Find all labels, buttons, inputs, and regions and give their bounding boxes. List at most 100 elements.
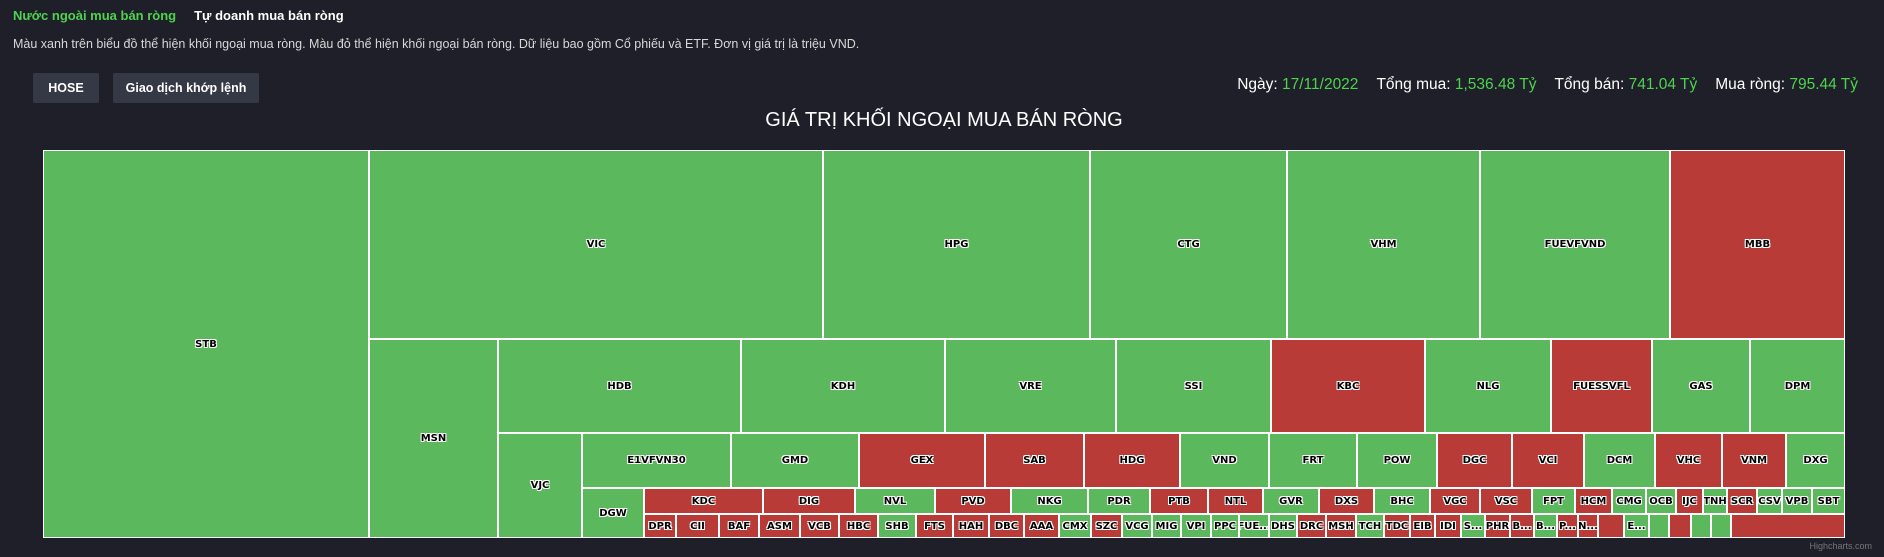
treemap-tile-gmd[interactable]: GMD xyxy=(731,433,859,488)
treemap-tile-vpb[interactable]: VPB xyxy=(1782,488,1812,514)
treemap-tile-hcm[interactable]: HCM xyxy=(1575,488,1612,514)
treemap-tile-eib[interactable]: EIB xyxy=(1410,514,1435,538)
treemap-tile-vpi[interactable]: VPI xyxy=(1181,514,1211,538)
treemap-tile-drc[interactable]: DRC xyxy=(1297,514,1326,538)
treemap-tile-pow[interactable]: POW xyxy=(1357,433,1437,488)
tab-foreign-net[interactable]: Nước ngoài mua bán ròng xyxy=(13,8,177,23)
treemap-tile-tdc[interactable]: TDC xyxy=(1384,514,1410,538)
treemap-tile-msh[interactable]: MSH xyxy=(1326,514,1356,538)
treemap-tile-kdh[interactable]: KDH xyxy=(741,339,945,433)
treemap-tile-small[interactable] xyxy=(1691,514,1711,538)
treemap-tile-fuevfvnd[interactable]: FUEVFVND xyxy=(1480,150,1670,339)
treemap-tile-hdg[interactable]: HDG xyxy=(1084,433,1180,488)
treemap-tile-ijc[interactable]: IJC xyxy=(1676,488,1703,514)
treemap-tile-hdb[interactable]: HDB xyxy=(498,339,741,433)
treemap-tile-b[interactable]: B... xyxy=(1510,514,1534,538)
treemap-tile-sbt[interactable]: SBT xyxy=(1812,488,1845,514)
treemap-tile-cii[interactable]: CII xyxy=(676,514,719,538)
treemap-tile-gvr[interactable]: GVR xyxy=(1263,488,1319,514)
treemap-tile-stb[interactable]: STB xyxy=(43,150,369,538)
treemap-tile-dhs[interactable]: DHS xyxy=(1269,514,1297,538)
treemap-tile-dxs[interactable]: DXS xyxy=(1319,488,1374,514)
treemap-tile-dgc[interactable]: DGC xyxy=(1437,433,1512,488)
treemap-tile-b[interactable]: B... xyxy=(1534,514,1557,538)
treemap-tile-ssi[interactable]: SSI xyxy=(1116,339,1271,433)
treemap-tile-tch[interactable]: TCH xyxy=(1356,514,1384,538)
exchange-button[interactable]: HOSE xyxy=(33,73,99,103)
treemap-tile-msn[interactable]: MSN xyxy=(369,339,498,538)
treemap-tile-aaa[interactable]: AAA xyxy=(1024,514,1059,538)
treemap-tile-small[interactable] xyxy=(1711,514,1731,538)
treemap-tile-pdr[interactable]: PDR xyxy=(1088,488,1150,514)
treemap-tile-bhc[interactable]: BHC xyxy=(1374,488,1430,514)
treemap-tile-phr[interactable]: PHR xyxy=(1485,514,1510,538)
treemap-tile-gex[interactable]: GEX xyxy=(859,433,985,488)
treemap-tile-vgc[interactable]: VGC xyxy=(1430,488,1480,514)
treemap-tile-dxg[interactable]: DXG xyxy=(1786,433,1845,488)
treemap-tile-scr[interactable]: SCR xyxy=(1727,488,1757,514)
treemap-tile-ppc[interactable]: PPC xyxy=(1211,514,1239,538)
treemap-tile-small[interactable] xyxy=(1598,514,1624,538)
treemap-tile-fts[interactable]: FTS xyxy=(916,514,953,538)
treemap-tile-vcb[interactable]: VCB xyxy=(800,514,839,538)
treemap-tile-vcg[interactable]: VCG xyxy=(1122,514,1152,538)
treemap-tile-e1vfvn30[interactable]: E1VFVN30 xyxy=(582,433,731,488)
treemap-tile-sab[interactable]: SAB xyxy=(985,433,1084,488)
treemap-tile-vnd[interactable]: VND xyxy=(1180,433,1269,488)
tab-proprietary-net[interactable]: Tự doanh mua bán ròng xyxy=(194,8,344,23)
treemap-tile-vnm[interactable]: VNM xyxy=(1722,433,1786,488)
treemap-tile-ntl[interactable]: NTL xyxy=(1208,488,1263,514)
treemap-tile-vhm[interactable]: VHM xyxy=(1287,150,1480,339)
treemap-tile-nkg[interactable]: NKG xyxy=(1011,488,1088,514)
treemap-tile-small[interactable] xyxy=(1669,514,1691,538)
treemap-tile-dpr[interactable]: DPR xyxy=(644,514,676,538)
treemap-tile-vjc[interactable]: VJC xyxy=(498,433,582,538)
treemap-tile-ocb[interactable]: OCB xyxy=(1646,488,1676,514)
treemap-tile-shb[interactable]: SHB xyxy=(878,514,916,538)
treemap-tile-pvd[interactable]: PVD xyxy=(935,488,1011,514)
treemap-tile-p[interactable]: P... xyxy=(1557,514,1578,538)
treemap-tile-gas[interactable]: GAS xyxy=(1652,339,1750,433)
treemap-tile-mbb[interactable]: MBB xyxy=(1670,150,1845,339)
treemap-tile-ctg[interactable]: CTG xyxy=(1090,150,1287,339)
treemap-tile-kdc[interactable]: KDC xyxy=(644,488,763,514)
treemap-tile-hpg[interactable]: HPG xyxy=(823,150,1090,339)
treemap-tile-dpm[interactable]: DPM xyxy=(1750,339,1845,433)
treemap-tile-s[interactable]: S... xyxy=(1461,514,1485,538)
treemap-tile-vre[interactable]: VRE xyxy=(945,339,1116,433)
treemap-tile-cmg[interactable]: CMG xyxy=(1612,488,1646,514)
treemap-tile-vsc[interactable]: VSC xyxy=(1480,488,1532,514)
treemap-tile-kbc[interactable]: KBC xyxy=(1271,339,1425,433)
treemap-tile-csv[interactable]: CSV xyxy=(1757,488,1782,514)
treemap-tile-szc[interactable]: SZC xyxy=(1091,514,1122,538)
treemap-tile-frt[interactable]: FRT xyxy=(1269,433,1357,488)
treemap-tile-idi[interactable]: IDI xyxy=(1435,514,1461,538)
treemap-tile-n[interactable]: N... xyxy=(1578,514,1598,538)
treemap-tile-fuessvfl[interactable]: FUESSVFL xyxy=(1551,339,1652,433)
treemap-tile-vic[interactable]: VIC xyxy=(369,150,823,339)
trade-type-button[interactable]: Giao dịch khớp lệnh xyxy=(113,73,259,103)
treemap-tile-dig[interactable]: DIG xyxy=(763,488,855,514)
treemap-tile-vci[interactable]: VCI xyxy=(1512,433,1584,488)
treemap-tile-hbc[interactable]: HBC xyxy=(839,514,878,538)
treemap-tile-nvl[interactable]: NVL xyxy=(855,488,935,514)
treemap-tile-dcm[interactable]: DCM xyxy=(1584,433,1655,488)
treemap-tile-asm[interactable]: ASM xyxy=(759,514,800,538)
treemap-tile-nlg[interactable]: NLG xyxy=(1425,339,1551,433)
treemap-tile-dbc[interactable]: DBC xyxy=(989,514,1024,538)
treemap-tile-ptb[interactable]: PTB xyxy=(1150,488,1208,514)
chart-title: GIÁ TRỊ KHỐI NGOẠI MUA BÁN RÒNG xyxy=(765,109,1123,131)
treemap-tile-cmx[interactable]: CMX xyxy=(1059,514,1091,538)
treemap-tile-fue[interactable]: FUE... xyxy=(1239,514,1269,538)
treemap-tile-tnh[interactable]: TNH xyxy=(1703,488,1727,514)
treemap-tile-hah[interactable]: HAH xyxy=(953,514,989,538)
treemap-tile-e[interactable]: E... xyxy=(1624,514,1649,538)
chart-credit[interactable]: Highcharts.com xyxy=(1809,541,1872,551)
treemap-tile-mig[interactable]: MIG xyxy=(1152,514,1181,538)
treemap-tile-baf[interactable]: BAF xyxy=(719,514,759,538)
treemap-tile-small[interactable] xyxy=(1649,514,1669,538)
treemap-tile-vhc[interactable]: VHC xyxy=(1655,433,1722,488)
treemap-tile-fpt[interactable]: FPT xyxy=(1532,488,1575,514)
treemap-tile-small[interactable] xyxy=(1731,514,1845,538)
treemap-tile-dgw[interactable]: DGW xyxy=(582,488,644,538)
